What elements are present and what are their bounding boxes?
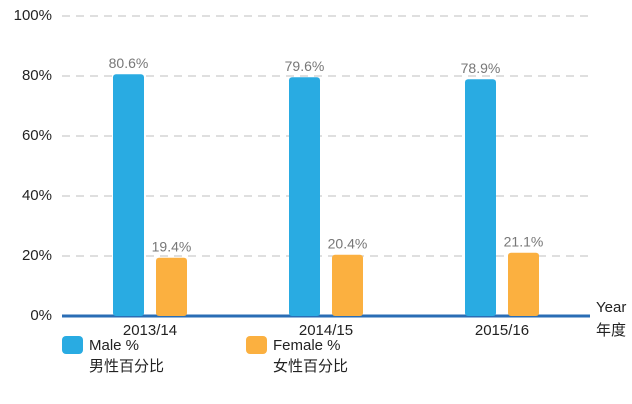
bar — [465, 79, 496, 316]
x-axis-label: Year — [596, 299, 626, 316]
value-label: 21.1% — [504, 233, 544, 249]
y-tick-label: 100% — [14, 7, 52, 24]
value-label: 20.4% — [328, 236, 368, 252]
bar — [289, 77, 320, 316]
legend-swatch — [62, 336, 83, 354]
y-tick-label: 40% — [22, 187, 52, 204]
x-axis-label-zh: 年度 — [596, 322, 626, 339]
value-label: 19.4% — [152, 239, 192, 255]
legend-label: Male % — [89, 337, 139, 354]
x-tick-label: 2014/15 — [299, 322, 353, 339]
y-tick-label: 60% — [22, 127, 52, 144]
legend-label-zh: 男性百分比 — [89, 358, 164, 375]
y-tick-label: 80% — [22, 67, 52, 84]
bar — [332, 254, 363, 316]
legend-label-zh: 女性百分比 — [273, 357, 348, 375]
value-label: 80.6% — [109, 55, 149, 71]
legend-label: Female % — [273, 337, 341, 354]
bar — [156, 257, 187, 316]
x-tick-label: 2013/14 — [123, 322, 177, 339]
y-tick-label: 0% — [30, 307, 52, 324]
x-tick-label: 2015/16 — [475, 322, 529, 339]
bar — [113, 74, 144, 316]
bar — [508, 252, 539, 316]
value-label: 78.9% — [461, 60, 501, 76]
legend-swatch — [246, 336, 267, 354]
value-label: 79.6% — [285, 58, 325, 74]
y-tick-label: 20% — [22, 247, 52, 264]
